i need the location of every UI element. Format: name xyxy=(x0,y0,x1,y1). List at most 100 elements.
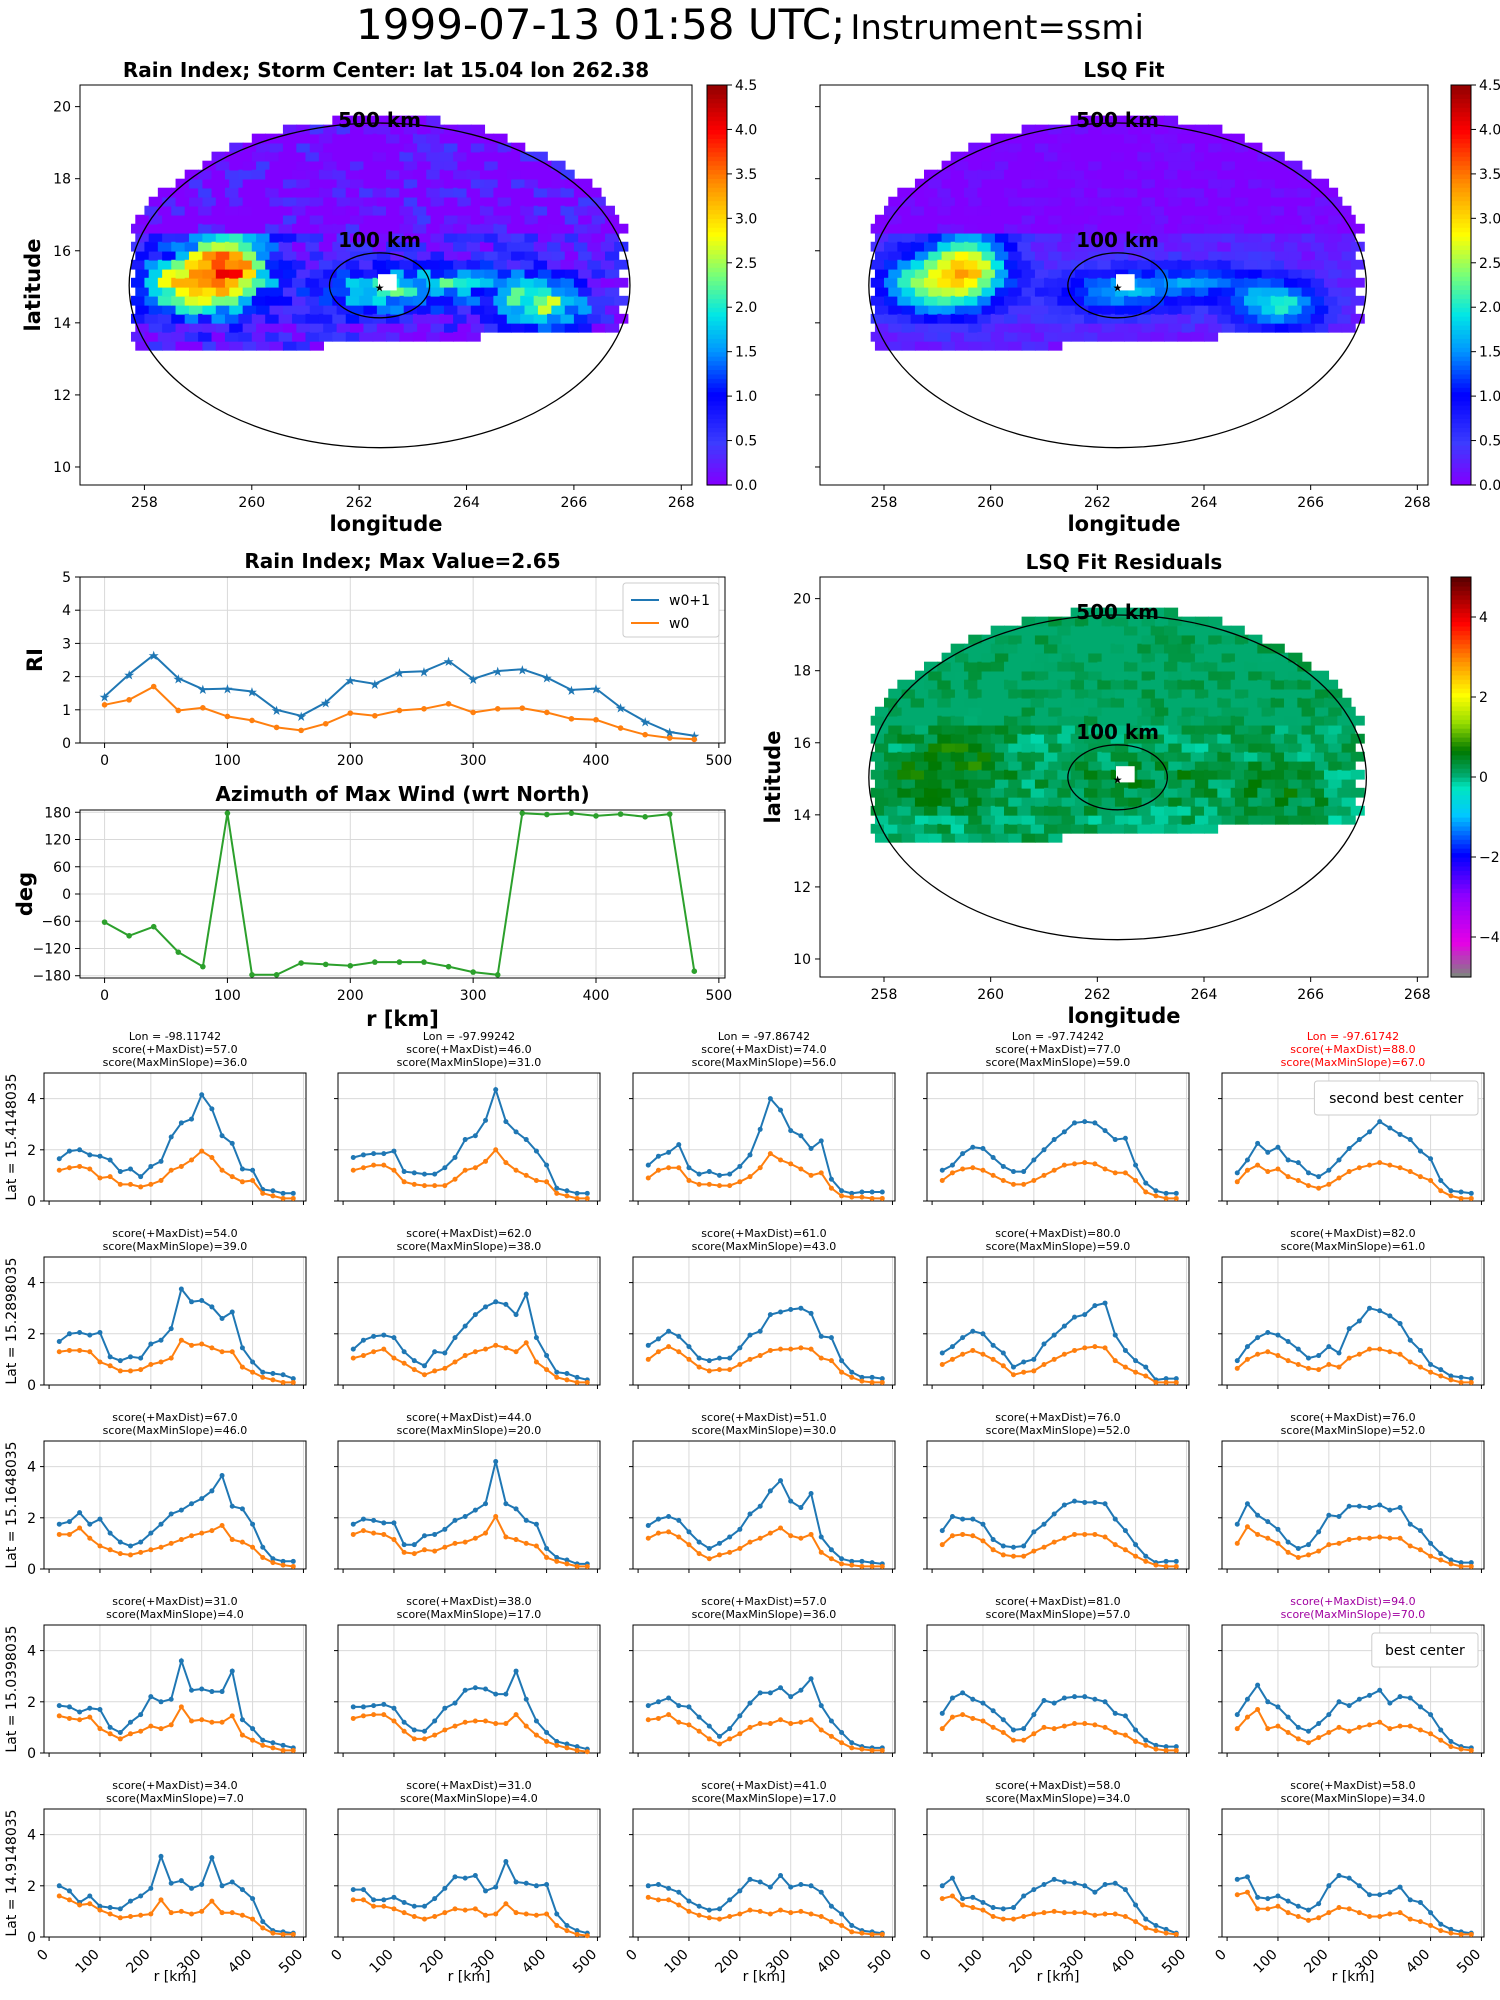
heatmap-cell xyxy=(484,196,499,207)
heatmap-cell xyxy=(1101,616,1116,627)
heatmap-cell xyxy=(1110,295,1125,306)
data-point xyxy=(696,1355,702,1361)
heatmap-cell xyxy=(1114,670,1130,681)
heatmap-cell xyxy=(954,706,970,717)
heatmap-cell xyxy=(1128,178,1143,189)
data-point xyxy=(432,1896,438,1902)
heatmap-cell xyxy=(1164,277,1179,288)
heatmap-cell xyxy=(614,277,629,288)
colorbar-tick-label: 2.5 xyxy=(1479,256,1500,272)
data-point xyxy=(229,1910,235,1916)
heatmap-cell xyxy=(1257,715,1272,726)
colorbar-step xyxy=(1451,590,1471,596)
data-point xyxy=(117,1169,123,1175)
data-point xyxy=(513,1349,519,1355)
heatmap-cell xyxy=(1061,670,1076,681)
data-point xyxy=(716,1367,722,1373)
data-point xyxy=(747,1332,753,1338)
data-point xyxy=(716,1916,722,1922)
colorbar-tick-label: 1.5 xyxy=(735,345,757,361)
data-point xyxy=(513,1668,519,1674)
data-point xyxy=(360,1897,366,1903)
data-point xyxy=(1072,1721,1078,1727)
heatmap-cell xyxy=(1141,304,1156,315)
colorbar-step xyxy=(1451,648,1471,654)
data-point xyxy=(148,1547,154,1553)
heatmap-cell xyxy=(131,223,146,234)
heatmap-cell xyxy=(1301,214,1316,225)
data-point xyxy=(1387,1349,1393,1355)
heatmap-cell xyxy=(1341,742,1356,753)
data-point xyxy=(101,919,108,925)
ring-label-500km: 500 km xyxy=(1076,600,1159,624)
heatmap-cell xyxy=(573,223,589,234)
data-point xyxy=(513,1506,519,1512)
heatmap-cell xyxy=(215,340,231,351)
heatmap-cell xyxy=(910,679,925,690)
heatmap-cell xyxy=(874,268,890,279)
heatmap-cell xyxy=(1350,805,1365,816)
colorbar-step xyxy=(1451,333,1471,339)
heatmap-cell xyxy=(950,313,965,324)
data-point xyxy=(77,1709,83,1715)
data-point xyxy=(1377,1719,1383,1725)
colorbar-step xyxy=(1451,901,1471,907)
x-axis-label: longitude xyxy=(329,512,442,536)
heatmap-cell xyxy=(1114,634,1130,645)
heatmap-cell xyxy=(1034,322,1050,333)
heatmap-cell xyxy=(1114,160,1130,171)
heatmap-cell xyxy=(171,331,186,342)
data-point xyxy=(107,1157,113,1163)
heatmap-cell xyxy=(229,214,244,225)
heatmap-cell xyxy=(256,142,271,153)
heatmap-cell xyxy=(1114,178,1130,189)
heatmap-cell xyxy=(1008,724,1023,735)
heatmap-cell xyxy=(1194,286,1210,297)
heatmap-cell xyxy=(1270,733,1285,744)
data-point xyxy=(371,1530,377,1536)
data-point xyxy=(138,1712,144,1718)
data-point xyxy=(1112,1911,1118,1917)
plot-frame xyxy=(819,84,1429,486)
heatmap-cell xyxy=(256,214,271,225)
data-point xyxy=(250,1359,256,1365)
data-point xyxy=(818,1549,824,1555)
heatmap-cell xyxy=(1114,124,1130,135)
heatmap-cell xyxy=(131,313,146,324)
data-point xyxy=(1448,1373,1454,1379)
colorbar-step xyxy=(1451,293,1471,299)
y-tick-label: 12 xyxy=(53,388,71,404)
data-point xyxy=(716,1355,722,1361)
colorbar-step xyxy=(1451,799,1471,805)
heatmap-cell xyxy=(977,751,992,762)
data-point: ★ xyxy=(516,663,528,678)
data-point xyxy=(1407,1695,1413,1701)
heatmap-cell xyxy=(914,670,930,681)
heatmap-cell xyxy=(968,742,983,753)
heatmap-cell xyxy=(144,223,159,234)
heatmap-cell xyxy=(1061,814,1076,825)
heatmap-cell xyxy=(215,232,231,243)
heatmap-cell xyxy=(937,751,952,762)
data-point xyxy=(280,1195,286,1201)
heatmap-cell xyxy=(497,142,512,153)
heatmap-cell xyxy=(443,250,459,261)
data-point xyxy=(676,1349,682,1355)
heatmap-cell xyxy=(524,322,539,333)
heatmap-cell xyxy=(493,241,508,252)
heatmap-cell xyxy=(1150,259,1165,270)
colorbar-step xyxy=(1451,298,1471,304)
heatmap-cell xyxy=(1034,340,1050,351)
colorbar-step xyxy=(707,142,727,148)
heatmap-cell xyxy=(470,268,486,279)
data-point xyxy=(1448,1738,1454,1744)
heatmap-cell xyxy=(888,322,903,333)
data-point xyxy=(56,1167,62,1173)
data-point xyxy=(828,1718,834,1724)
heatmap-cell xyxy=(1034,670,1050,681)
heatmap-cell xyxy=(269,160,284,171)
storm-center-marker: ★ xyxy=(1113,773,1123,786)
data-point xyxy=(645,1703,651,1709)
heatmap-cell xyxy=(1314,322,1330,333)
data-point xyxy=(199,1298,205,1304)
